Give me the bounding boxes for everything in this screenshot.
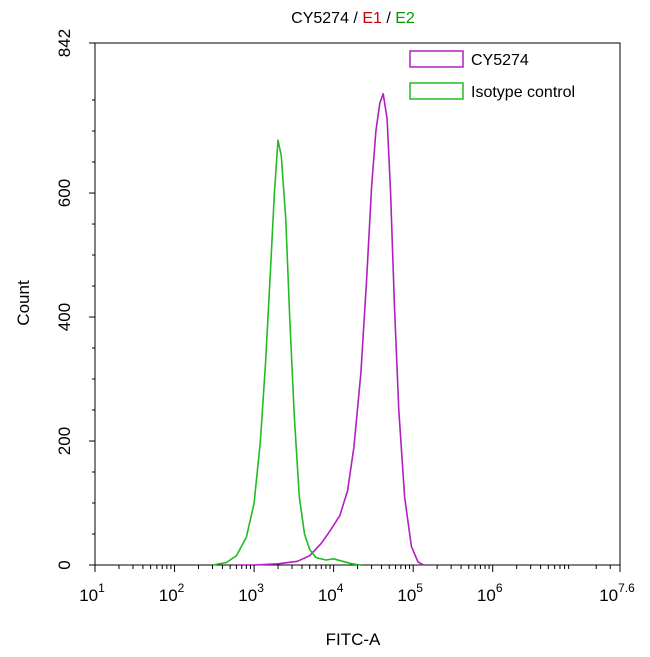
- y-tick-label: 200: [55, 427, 74, 455]
- x-tick-label: 107.6: [599, 581, 635, 605]
- title-part: CY5274: [291, 10, 349, 27]
- x-axis-label: FITC-A: [326, 630, 381, 649]
- title-part: E1: [362, 10, 382, 27]
- x-tick-label: 101: [79, 581, 105, 605]
- y-tick-label: 842: [55, 29, 74, 57]
- x-axis: 101 102 103 104 105 106 107.6: [79, 565, 635, 605]
- x-tick-exponent: 7.6: [618, 581, 635, 595]
- y-tick-label: 0: [55, 560, 74, 569]
- legend-swatch: [409, 50, 464, 68]
- series-line-0: [236, 93, 424, 566]
- x-tick-exponent: 2: [178, 581, 185, 595]
- x-tick-label: 103: [238, 581, 264, 605]
- x-tick-exponent: 3: [257, 581, 264, 595]
- x-tick-label: 104: [318, 581, 344, 605]
- series-layer: [212, 93, 424, 566]
- x-tick-label: 105: [397, 581, 423, 605]
- x-tick-base: 10: [159, 586, 178, 605]
- legend-label: CY5274: [471, 52, 529, 69]
- legend-swatch: [409, 82, 464, 100]
- legend: CY5274 Isotype control: [409, 50, 575, 101]
- x-tick-exponent: 1: [98, 581, 105, 595]
- y-axis-label: Count: [14, 280, 33, 326]
- x-tick-base: 10: [318, 586, 337, 605]
- y-tick-label: 600: [55, 179, 74, 207]
- chart-title: CY5274 / E1 / E2: [291, 10, 415, 27]
- title-part: /: [349, 10, 362, 27]
- x-tick-label: 102: [159, 581, 185, 605]
- y-tick-label: 400: [55, 303, 74, 331]
- x-tick-base: 10: [599, 586, 618, 605]
- title-part: /: [382, 10, 395, 27]
- x-tick-label: 106: [477, 581, 503, 605]
- plot-border: [94, 42, 621, 566]
- series-line-1: [212, 139, 362, 566]
- x-tick-base: 10: [397, 586, 416, 605]
- x-tick-exponent: 6: [496, 581, 503, 595]
- plot-frame: [94, 42, 621, 566]
- legend-label: Isotype control: [471, 84, 575, 101]
- x-tick-base: 10: [79, 586, 98, 605]
- x-tick-exponent: 4: [337, 581, 344, 595]
- title-part: E2: [395, 10, 415, 27]
- x-tick-base: 10: [477, 586, 496, 605]
- x-tick-base: 10: [238, 586, 257, 605]
- y-axis: 0 200 400 600 842: [55, 29, 95, 570]
- x-tick-exponent: 5: [416, 581, 423, 595]
